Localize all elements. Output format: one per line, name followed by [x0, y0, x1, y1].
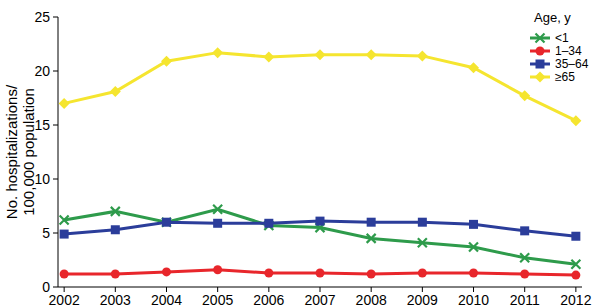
point-marker — [161, 56, 172, 67]
point-marker — [520, 270, 529, 279]
x-tick-label: 2008 — [356, 292, 387, 307]
point-marker — [366, 49, 377, 60]
point-marker — [213, 205, 222, 214]
point-marker — [367, 218, 376, 227]
point-marker — [212, 47, 223, 58]
x-tick-label: 2009 — [407, 292, 438, 307]
y-axis-label-line: 100,000 population — [20, 88, 37, 216]
y-tick — [53, 233, 58, 234]
y-tick — [53, 179, 58, 180]
y-tick — [53, 287, 58, 288]
point-marker — [571, 260, 580, 269]
legend-marker — [536, 47, 545, 56]
point-marker — [264, 219, 273, 228]
point-marker — [60, 216, 69, 225]
legend-label: 35–64 — [555, 57, 589, 71]
point-marker — [469, 268, 478, 277]
point-marker — [264, 268, 273, 277]
legend-label: <1 — [555, 31, 569, 45]
y-tick-label: 20 — [34, 63, 50, 79]
point-marker — [570, 115, 581, 126]
point-marker — [316, 268, 325, 277]
y-tick — [53, 71, 58, 72]
point-marker — [367, 234, 376, 243]
point-marker — [316, 217, 325, 226]
point-marker — [367, 270, 376, 279]
legend-marker — [536, 60, 545, 69]
point-marker — [519, 90, 530, 101]
legend: Age, y <11–3435–64≥65 — [530, 10, 589, 84]
point-marker — [110, 86, 121, 97]
x-tick-label: 2007 — [304, 292, 335, 307]
point-marker — [418, 218, 427, 227]
legend-title: Age, y — [534, 10, 571, 25]
point-marker — [111, 225, 120, 234]
x-tick-label: 2005 — [202, 292, 233, 307]
chart: 0510152025200220032004200520062007200820… — [0, 0, 600, 307]
point-marker — [571, 271, 580, 280]
point-marker — [162, 218, 171, 227]
point-marker — [111, 270, 120, 279]
x-tick-label: 2012 — [560, 292, 591, 307]
plot-area — [59, 47, 582, 279]
point-marker — [60, 270, 69, 279]
point-marker — [418, 268, 427, 277]
legend-marker — [536, 34, 545, 43]
y-tick-label: 15 — [34, 117, 50, 133]
point-marker — [213, 219, 222, 228]
x-tick-label: 2011 — [510, 292, 540, 307]
y-tick-label: 10 — [34, 171, 50, 187]
point-marker — [571, 232, 580, 241]
x-tick-label: 2004 — [151, 292, 182, 307]
y-axis-line — [58, 17, 59, 287]
point-marker — [469, 243, 478, 252]
point-marker — [59, 98, 70, 109]
x-tick-label: 2006 — [253, 292, 284, 307]
legend-label: 1–34 — [555, 44, 582, 58]
point-marker — [162, 218, 171, 227]
y-tick — [53, 125, 58, 126]
point-marker — [417, 50, 428, 61]
y-axis-label: No. hospitalizations/100,000 population — [3, 84, 37, 219]
point-marker — [263, 51, 274, 62]
y-tick — [53, 17, 58, 18]
point-marker — [520, 253, 529, 262]
x-tick-label: 2010 — [458, 292, 489, 307]
legend-label: ≥65 — [555, 70, 575, 84]
point-marker — [213, 265, 222, 274]
series-line — [64, 209, 576, 264]
point-marker — [111, 207, 120, 216]
point-marker — [468, 62, 479, 73]
point-marker — [418, 238, 427, 247]
x-tick-label: 2002 — [49, 292, 80, 307]
series-line — [64, 53, 576, 121]
y-tick-label: 5 — [42, 225, 50, 241]
point-marker — [162, 267, 171, 276]
legend-marker — [535, 72, 546, 83]
x-tick-label: 2003 — [100, 292, 131, 307]
point-marker — [469, 220, 478, 229]
point-marker — [60, 230, 69, 239]
point-marker — [315, 49, 326, 60]
point-marker — [520, 226, 529, 235]
y-tick-label: 25 — [34, 9, 50, 25]
y-axis-label-line: No. hospitalizations/ — [3, 84, 20, 219]
